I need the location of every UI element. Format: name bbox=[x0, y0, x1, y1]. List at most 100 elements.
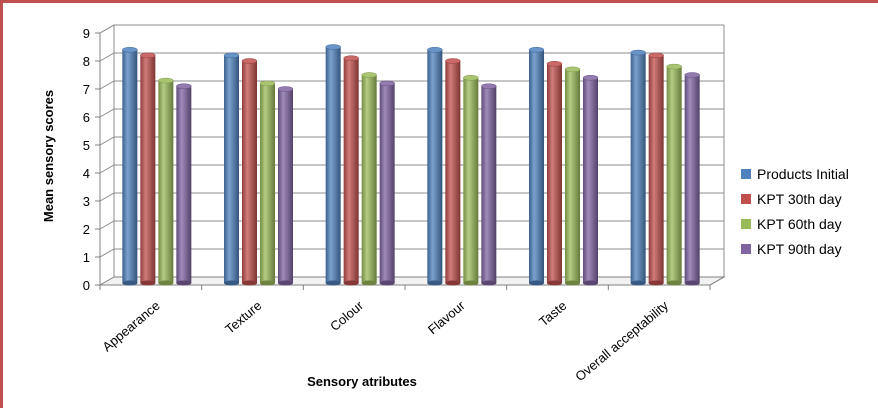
bar-body bbox=[481, 86, 497, 283]
bar-top bbox=[546, 61, 563, 67]
bar bbox=[684, 72, 700, 286]
bar-body bbox=[325, 47, 341, 283]
bar-body bbox=[648, 55, 664, 284]
bar-body bbox=[630, 52, 646, 283]
bar bbox=[666, 63, 682, 286]
legend-swatch bbox=[741, 169, 751, 179]
bar-top bbox=[361, 72, 377, 78]
y-tick-label: 6 bbox=[83, 110, 90, 125]
legend-label: KPT 90th day bbox=[757, 241, 842, 257]
x-tick-label: Overall acceptability bbox=[572, 297, 671, 384]
bar-body bbox=[158, 80, 174, 283]
bar-base bbox=[325, 280, 341, 286]
bar bbox=[122, 47, 138, 286]
bar bbox=[528, 47, 545, 286]
bar-top bbox=[277, 86, 294, 92]
bar-top bbox=[481, 83, 497, 89]
bar-top bbox=[648, 52, 664, 59]
bar bbox=[463, 75, 479, 286]
bar-top bbox=[241, 58, 258, 64]
legend-item: Products Initial bbox=[741, 166, 849, 182]
legend: Products Initial KPT 30th day KPT 60th day… bbox=[741, 166, 849, 257]
legend-label: Products Initial bbox=[757, 166, 849, 182]
legend-item: KPT 60th day bbox=[741, 216, 842, 232]
x-axis-title: Sensory atributes bbox=[307, 374, 417, 389]
x-tick-label: Appearance bbox=[99, 298, 162, 355]
bar bbox=[427, 47, 443, 286]
bar bbox=[241, 58, 258, 286]
y-tick-label: 8 bbox=[83, 54, 90, 69]
bar-base bbox=[242, 280, 257, 286]
bar-base bbox=[379, 280, 395, 286]
bar-base bbox=[445, 280, 461, 286]
bar bbox=[546, 61, 563, 286]
bar-base bbox=[666, 280, 682, 286]
y-tick-label: 2 bbox=[83, 222, 90, 237]
bar bbox=[582, 75, 599, 286]
y-tick-label: 1 bbox=[83, 250, 90, 265]
bar-body bbox=[666, 66, 682, 283]
x-tick-label: Texture bbox=[222, 298, 264, 337]
bar-base bbox=[565, 280, 580, 286]
bar-body bbox=[684, 75, 700, 283]
bar-top bbox=[343, 55, 359, 61]
bar-base bbox=[224, 280, 239, 286]
gridlines bbox=[98, 24, 726, 286]
bar bbox=[325, 44, 341, 286]
bar-body bbox=[379, 83, 395, 284]
axes bbox=[95, 24, 725, 290]
bars bbox=[122, 44, 700, 286]
bar-base bbox=[529, 280, 544, 286]
bar-body bbox=[224, 55, 239, 284]
bar-top bbox=[684, 72, 700, 78]
bar-body bbox=[463, 77, 479, 283]
bar-top bbox=[582, 75, 599, 81]
bar-top bbox=[445, 58, 461, 64]
frame-top-border bbox=[0, 0, 878, 3]
floor-right-edge bbox=[709, 276, 725, 286]
bar-body bbox=[361, 75, 377, 283]
bar-base bbox=[122, 280, 138, 286]
bar bbox=[445, 58, 461, 286]
bar bbox=[277, 86, 294, 286]
bar bbox=[630, 49, 646, 286]
top-depth-line bbox=[99, 24, 115, 34]
bar-body bbox=[547, 63, 562, 283]
bar-top bbox=[427, 47, 443, 53]
bar-top bbox=[564, 66, 581, 73]
bar bbox=[259, 80, 276, 286]
legend-swatch bbox=[741, 219, 751, 229]
bar-top bbox=[379, 80, 395, 87]
bar-base bbox=[361, 280, 377, 286]
plot-floor bbox=[98, 276, 726, 286]
y-tick-label: 5 bbox=[83, 138, 90, 153]
legend-label: KPT 60th day bbox=[757, 216, 842, 232]
legend-swatch bbox=[741, 194, 751, 204]
bar bbox=[158, 77, 174, 286]
bar-top bbox=[259, 80, 276, 87]
bar bbox=[140, 52, 156, 286]
bar bbox=[361, 72, 377, 286]
y-tick-label: 7 bbox=[83, 82, 90, 97]
bar-body bbox=[529, 49, 544, 283]
bar-body bbox=[565, 69, 580, 284]
bar-body bbox=[260, 83, 275, 284]
bar-body bbox=[242, 61, 257, 283]
bar-base bbox=[260, 280, 275, 286]
x-tick-label: Taste bbox=[536, 298, 569, 329]
bar bbox=[564, 66, 581, 286]
bar bbox=[176, 83, 192, 286]
bar-base bbox=[427, 280, 443, 286]
y-tick-label: 3 bbox=[83, 194, 90, 209]
bar-body bbox=[445, 61, 461, 283]
bar-body bbox=[427, 49, 443, 283]
bar-top bbox=[140, 52, 156, 59]
bar-body bbox=[583, 77, 598, 283]
legend-item: KPT 90th day bbox=[741, 241, 842, 257]
legend-item: KPT 30th day bbox=[741, 191, 842, 207]
bar-top bbox=[122, 47, 138, 53]
bar-top bbox=[630, 49, 646, 56]
bar-top bbox=[176, 83, 192, 89]
x-tick-label: Flavour bbox=[425, 297, 468, 337]
